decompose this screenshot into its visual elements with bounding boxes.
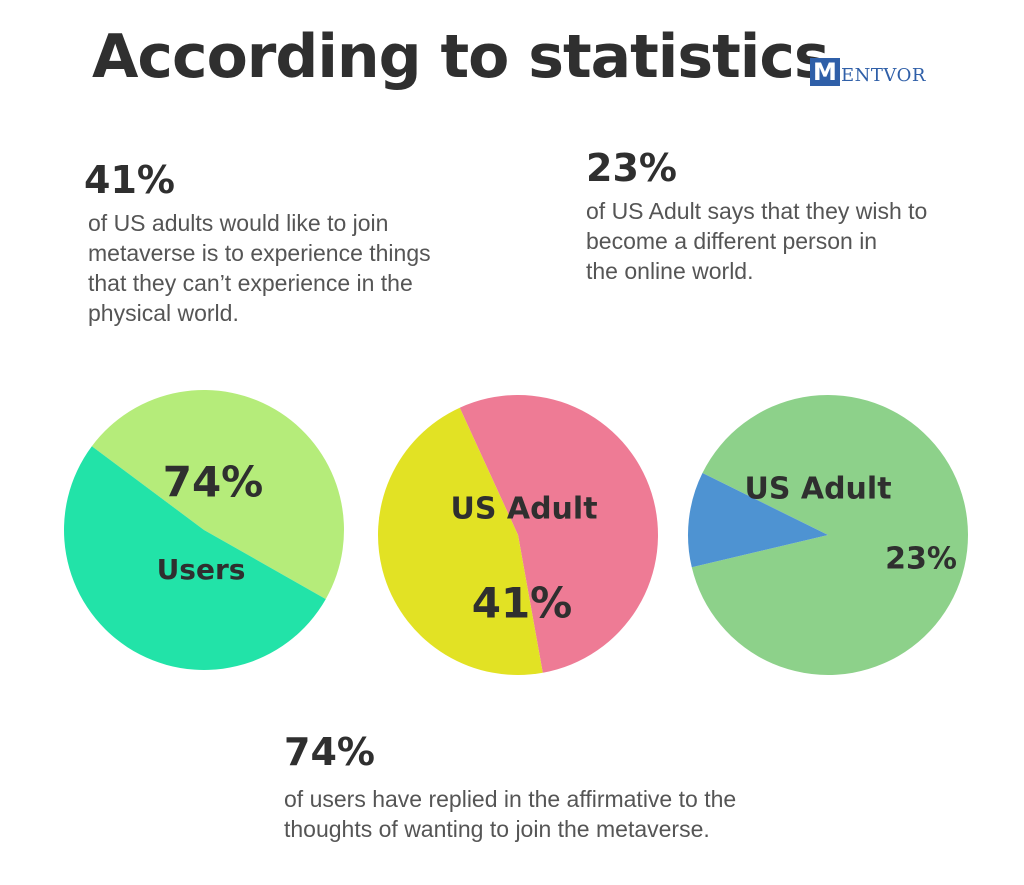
stat-description-line: that they can’t experience in the <box>88 270 413 296</box>
stat-description-line: become a different person in <box>586 228 878 254</box>
pie-slice <box>459 395 658 673</box>
logo-mark-icon: M <box>810 58 840 86</box>
stat-description-line: thoughts of wanting to join the metavers… <box>284 816 710 842</box>
pie-slice <box>91 389 345 600</box>
stat-value: 74% <box>284 730 375 774</box>
pie-slice-label: US Adult <box>450 492 597 527</box>
stat-description-line: of users have replied in the affirmative… <box>284 786 737 812</box>
stat-description-line: metaverse is to experience things <box>88 240 431 266</box>
stat-block-74-percent: 74% of users have replied in the affirma… <box>284 730 736 844</box>
stat-block-23-percent: 23% of US Adult says that they wish to b… <box>586 146 927 286</box>
stat-description-line: the online world. <box>586 258 754 284</box>
stat-description: of US adults would like to join metavers… <box>88 208 431 328</box>
pie-slice <box>377 407 543 675</box>
stat-description-line: of US adults would like to join <box>88 210 389 236</box>
pie-slice-label: US Adult <box>744 472 891 507</box>
pie-chart-2: US Adult 41% <box>377 395 658 675</box>
stat-description-line: of US Adult says that they wish to <box>586 198 928 224</box>
pie-chart-1: 74% Users <box>64 389 345 670</box>
pie-slice <box>688 473 828 568</box>
stat-description-line: physical world. <box>88 300 239 326</box>
stat-description: of users have replied in the affirmative… <box>284 784 736 844</box>
mentvor-logo: M ENTVOR <box>810 58 926 86</box>
page-title: According to statistics <box>92 22 830 92</box>
pie-chart-3: US Adult 23% <box>688 394 968 675</box>
pie-slice-label: 41% <box>472 579 573 628</box>
stat-block-41-percent: 41% of US adults would like to join meta… <box>84 158 431 328</box>
pie-slice <box>691 394 968 675</box>
stat-description: of US Adult says that they wish to becom… <box>586 196 927 286</box>
logo-text: ENTVOR <box>841 65 926 86</box>
pie-slice-label: Users <box>157 553 246 586</box>
pie-slice-label: 23% <box>885 542 957 577</box>
pie-slice <box>64 446 326 670</box>
pie-slice-label: 74% <box>163 458 264 507</box>
stat-value: 23% <box>586 146 677 190</box>
stat-value: 41% <box>84 158 175 202</box>
